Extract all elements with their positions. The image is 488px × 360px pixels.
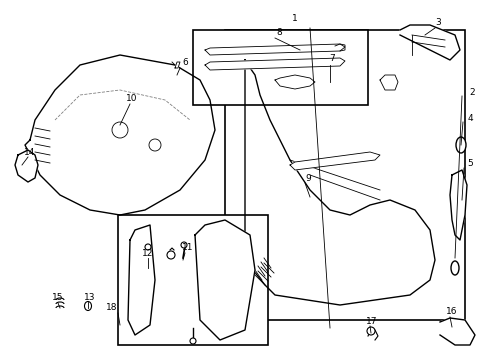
Bar <box>118 215 267 345</box>
Circle shape <box>112 122 128 138</box>
Circle shape <box>149 139 161 151</box>
Text: 2: 2 <box>468 87 474 96</box>
Text: 6: 6 <box>182 58 187 67</box>
Text: 14: 14 <box>24 148 36 157</box>
Text: 18: 18 <box>106 303 118 312</box>
Polygon shape <box>204 44 345 55</box>
Text: 15: 15 <box>52 293 63 302</box>
Text: 12: 12 <box>142 248 153 257</box>
Bar <box>224 30 464 320</box>
Ellipse shape <box>84 301 91 310</box>
Text: 1: 1 <box>291 14 297 23</box>
Text: 8: 8 <box>276 27 281 36</box>
Circle shape <box>190 338 196 344</box>
Polygon shape <box>128 225 155 335</box>
Text: 16: 16 <box>446 307 457 316</box>
Text: 13: 13 <box>84 293 96 302</box>
Polygon shape <box>449 170 466 240</box>
Polygon shape <box>244 60 434 305</box>
Text: 4: 4 <box>466 113 472 122</box>
Text: 17: 17 <box>366 316 377 325</box>
Polygon shape <box>15 150 38 182</box>
Polygon shape <box>175 62 180 68</box>
Circle shape <box>181 242 186 248</box>
Polygon shape <box>289 152 379 170</box>
Polygon shape <box>195 220 254 340</box>
Polygon shape <box>399 25 459 60</box>
Bar <box>193 30 367 105</box>
Text: 7: 7 <box>328 54 334 63</box>
Text: 10: 10 <box>126 94 138 103</box>
Circle shape <box>145 244 151 250</box>
Text: 11: 11 <box>182 243 193 252</box>
Polygon shape <box>204 58 345 70</box>
Ellipse shape <box>450 261 458 275</box>
Circle shape <box>167 251 175 259</box>
Text: 3: 3 <box>434 18 440 27</box>
Text: 5: 5 <box>466 158 472 167</box>
Polygon shape <box>25 55 215 215</box>
Polygon shape <box>379 75 397 90</box>
Circle shape <box>366 327 374 335</box>
Polygon shape <box>439 318 474 345</box>
Ellipse shape <box>455 137 465 153</box>
Text: 9: 9 <box>305 174 310 183</box>
